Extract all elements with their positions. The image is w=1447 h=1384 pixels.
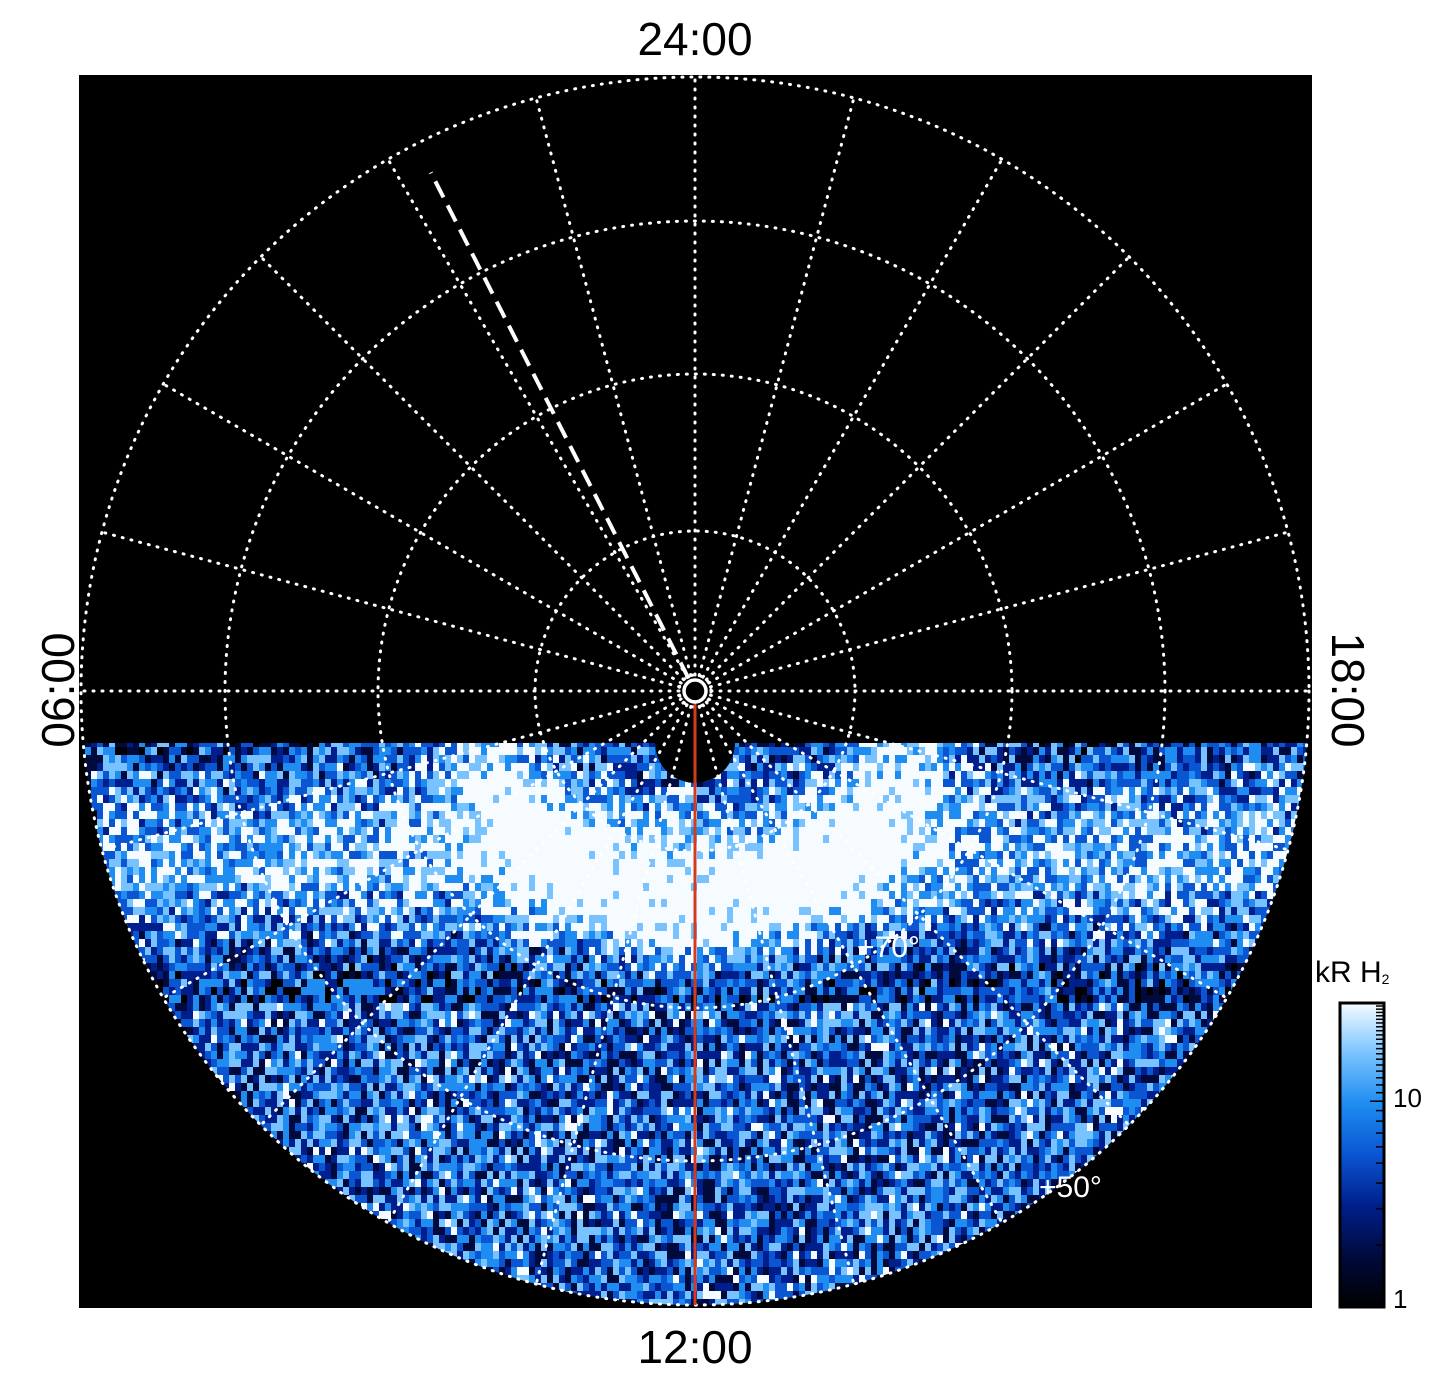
emission-heatmap (85, 743, 1307, 1305)
colorbar (1338, 1001, 1386, 1309)
meridian-line (534, 96, 693, 678)
dashed-meridian-line (428, 171, 691, 680)
meridian-line (708, 693, 1290, 852)
meridian-line (259, 700, 686, 1127)
local-time-label-bottom: 12:00 (637, 1321, 753, 1373)
latitude-label-70: +70° (857, 931, 920, 964)
colorbar-title: kR H2 (1315, 956, 1390, 989)
meridian-line (161, 697, 683, 1000)
meridian-line (704, 700, 1131, 1127)
meridian-line (100, 530, 682, 689)
local-time-label-top: 24:00 (637, 13, 753, 65)
meridian-line (701, 157, 1004, 679)
latitude-label-50: +50° (1039, 1171, 1102, 1204)
colorbar-tick-10: 10 (1393, 1083, 1422, 1113)
latitude-circle (376, 372, 1014, 1010)
meridian-line (707, 697, 1229, 1000)
meridian-line (708, 530, 1290, 689)
meridian-line (386, 703, 689, 1225)
meridian-line (386, 157, 689, 679)
colorbar-tick-1: 1 (1393, 1284, 1408, 1314)
polar-aurora-map: +70° +50° (79, 75, 1312, 1308)
local-time-label-right: 18:00 (1322, 632, 1374, 748)
meridian-line (697, 704, 856, 1286)
meridian-line (697, 96, 856, 678)
meridian-line (161, 382, 683, 685)
meridian-line (100, 693, 682, 852)
local-time-label-left: 06:00 (32, 632, 84, 748)
meridian-line (701, 703, 1004, 1225)
meridian-line (534, 704, 693, 1286)
meridian-line (704, 255, 1131, 682)
pole-marker (682, 678, 708, 704)
meridian-line (707, 382, 1229, 685)
meridian-line (259, 255, 686, 682)
